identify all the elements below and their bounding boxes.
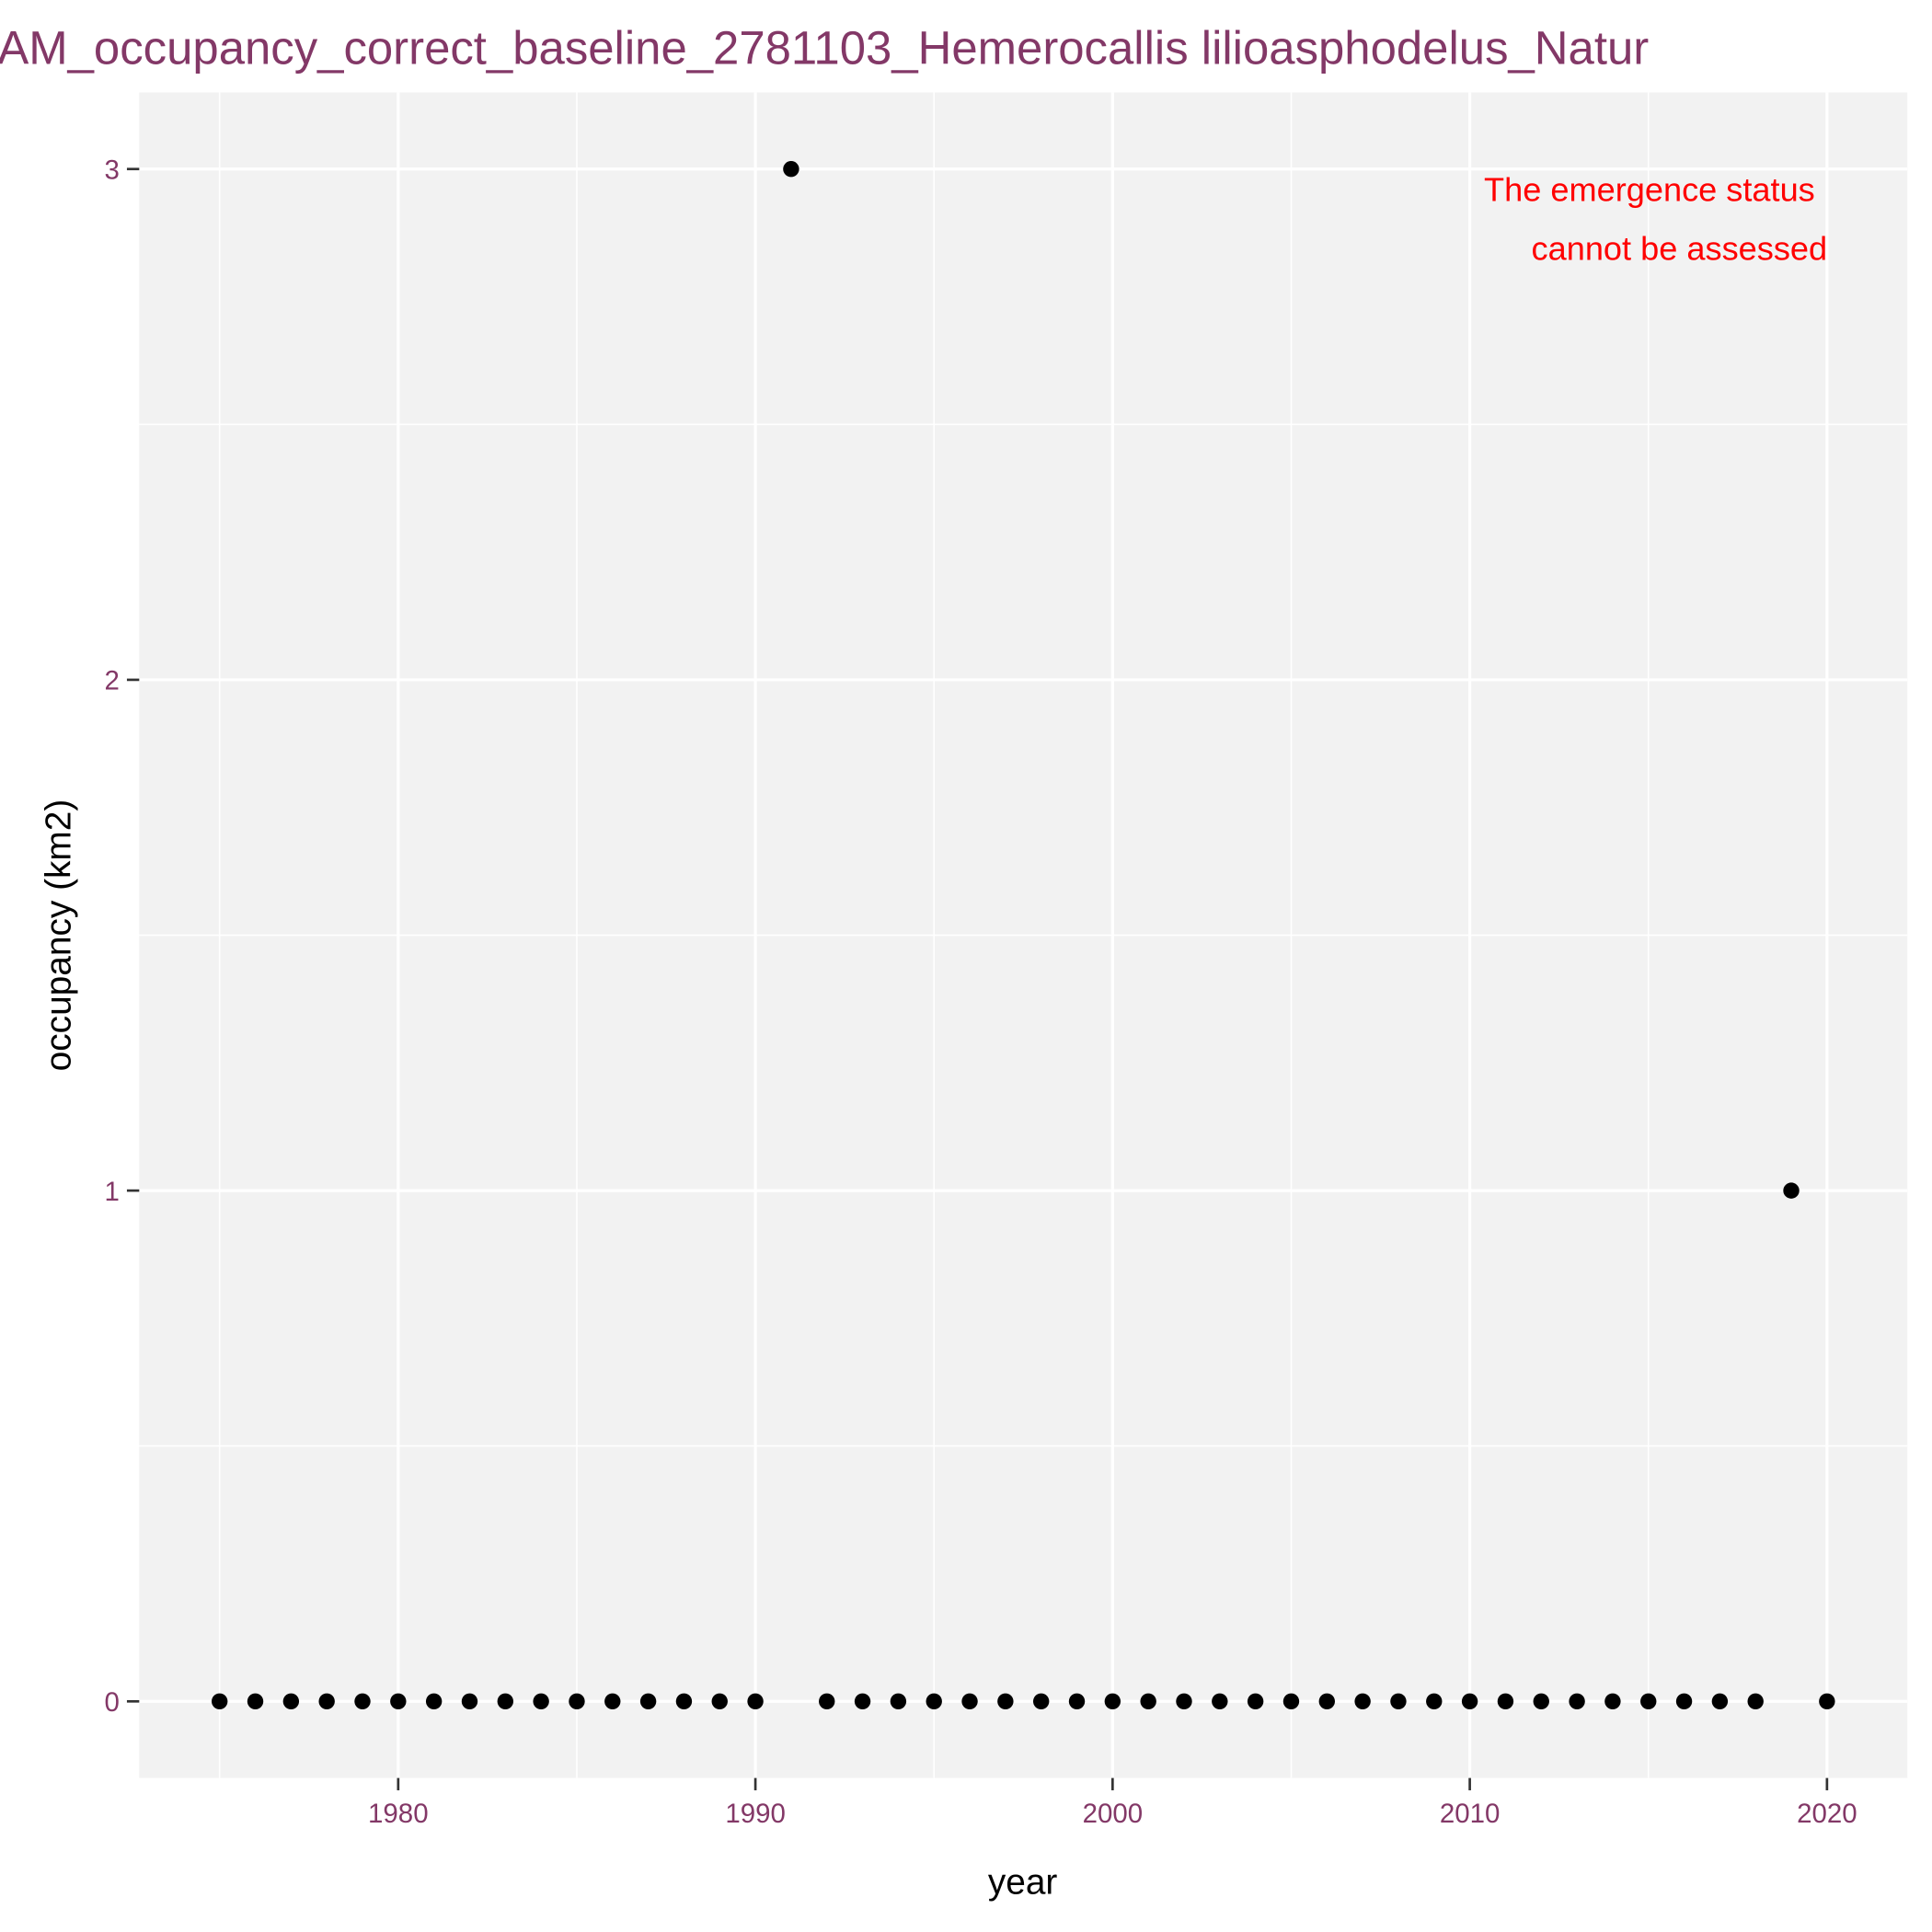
point xyxy=(425,1693,443,1710)
point xyxy=(1176,1693,1192,1710)
x-tick-label: 2010 xyxy=(1440,1799,1501,1829)
point xyxy=(1533,1693,1549,1710)
point xyxy=(1032,1693,1050,1710)
point xyxy=(1640,1693,1657,1710)
point xyxy=(1247,1693,1264,1710)
point xyxy=(282,1693,300,1710)
point xyxy=(1212,1693,1228,1710)
point xyxy=(1819,1693,1835,1710)
point xyxy=(1426,1693,1443,1710)
point xyxy=(497,1693,514,1710)
y-axis-label: occupancy (km2) xyxy=(39,799,78,1072)
point xyxy=(639,1693,657,1710)
y-tick-label: 0 xyxy=(105,1687,120,1718)
point xyxy=(461,1693,478,1710)
point xyxy=(854,1693,871,1710)
point xyxy=(1104,1693,1121,1710)
point xyxy=(1282,1693,1300,1710)
x-tick-label: 1980 xyxy=(368,1799,429,1829)
point xyxy=(1497,1693,1514,1710)
y-tick-label: 2 xyxy=(105,666,120,696)
point xyxy=(997,1693,1014,1710)
point xyxy=(569,1693,585,1710)
point xyxy=(1354,1693,1371,1710)
point xyxy=(1318,1693,1336,1710)
point xyxy=(926,1693,942,1710)
point xyxy=(1675,1693,1693,1710)
point xyxy=(604,1693,621,1710)
x-tick-label: 2020 xyxy=(1797,1799,1857,1829)
chart-title: AM_occupancy_correct_baseline_2781103_He… xyxy=(0,22,1649,75)
x-tick-label: 2000 xyxy=(1083,1799,1144,1829)
point xyxy=(890,1693,907,1710)
point xyxy=(1390,1693,1407,1710)
point xyxy=(1569,1693,1585,1710)
point xyxy=(747,1693,764,1710)
point xyxy=(354,1693,371,1710)
point xyxy=(533,1693,549,1710)
point xyxy=(1783,1182,1800,1199)
point xyxy=(1461,1693,1478,1710)
point xyxy=(1747,1693,1764,1710)
x-axis-label: year xyxy=(988,1862,1058,1902)
point xyxy=(675,1693,693,1710)
point xyxy=(711,1693,728,1710)
y-tick-label: 1 xyxy=(105,1177,120,1207)
point xyxy=(390,1693,407,1710)
point xyxy=(318,1693,335,1710)
point xyxy=(819,1693,835,1710)
point xyxy=(1711,1693,1729,1710)
annotation: The emergence status xyxy=(1484,170,1815,208)
y-tick-label: 3 xyxy=(105,155,120,185)
point xyxy=(211,1693,228,1710)
point xyxy=(247,1693,264,1710)
point xyxy=(1068,1693,1086,1710)
point xyxy=(961,1693,978,1710)
point xyxy=(783,161,799,178)
point xyxy=(1604,1693,1621,1710)
annotation: cannot be assessed xyxy=(1532,230,1828,268)
x-tick-label: 1990 xyxy=(725,1799,786,1829)
point xyxy=(1140,1693,1156,1710)
